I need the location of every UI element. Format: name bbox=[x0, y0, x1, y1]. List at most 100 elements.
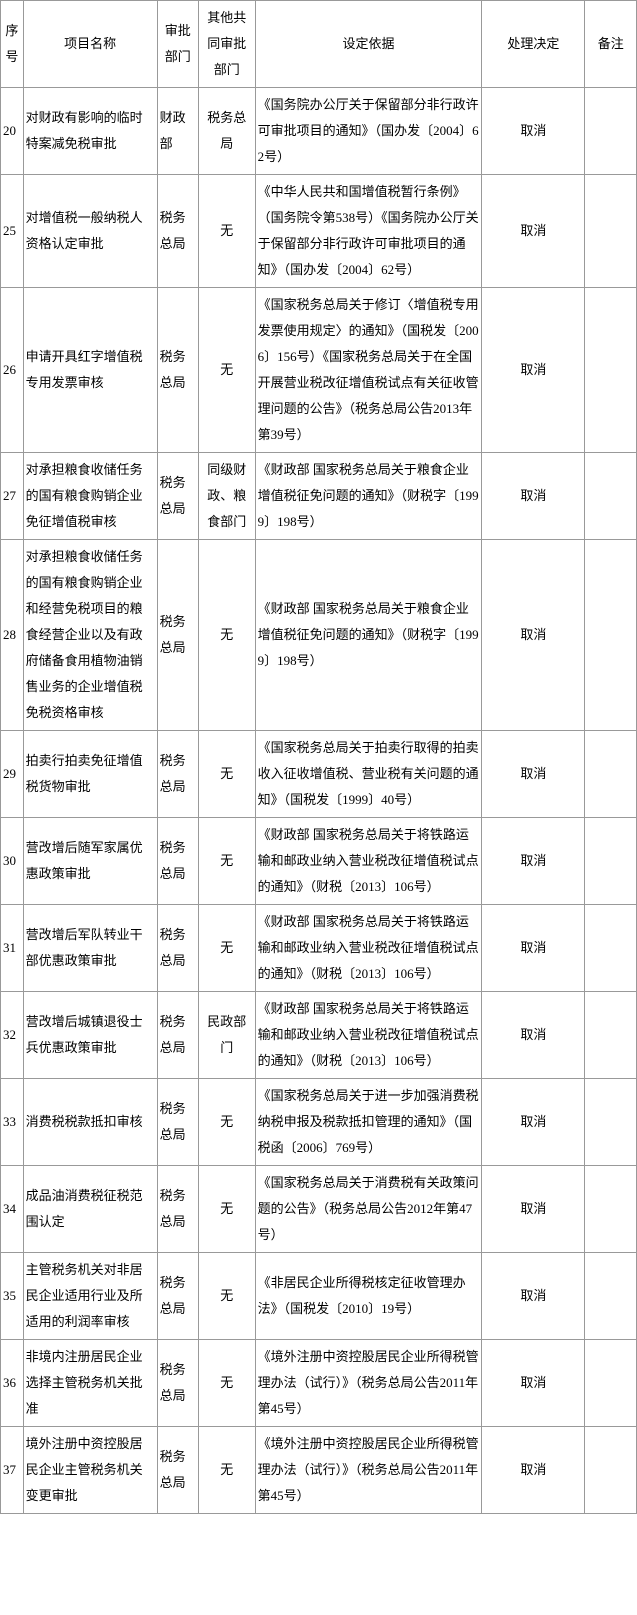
table-row: 28对承担粮食收储任务的国有粮食购销企业和经营免税项目的粮食经营企业以及有政府储… bbox=[1, 540, 637, 731]
cell-name: 营改增后城镇退役士兵优惠政策审批 bbox=[23, 992, 157, 1079]
cell-decision: 取消 bbox=[482, 992, 585, 1079]
cell-seq: 33 bbox=[1, 1079, 24, 1166]
approval-items-table: 序号 项目名称 审批部门 其他共同审批部门 设定依据 处理决定 备注 20对财政… bbox=[0, 0, 637, 1514]
table-row: 30营改增后随军家属优惠政策审批税务总局无《财政部 国家税务总局关于将铁路运输和… bbox=[1, 818, 637, 905]
cell-name: 对增值税一般纳税人资格认定审批 bbox=[23, 175, 157, 288]
cell-basis: 《境外注册中资控股居民企业所得税管理办法（试行）》（税务总局公告2011年第45… bbox=[255, 1340, 482, 1427]
cell-basis: 《国务院办公厅关于保留部分非行政许可审批项目的通知》（国办发〔2004〕62号） bbox=[255, 88, 482, 175]
cell-note bbox=[585, 818, 637, 905]
cell-dept: 税务总局 bbox=[157, 1340, 198, 1427]
cell-note bbox=[585, 905, 637, 992]
cell-name: 对财政有影响的临时特案减免税审批 bbox=[23, 88, 157, 175]
cell-decision: 取消 bbox=[482, 1253, 585, 1340]
cell-codept: 无 bbox=[198, 540, 255, 731]
cell-name: 营改增后随军家属优惠政策审批 bbox=[23, 818, 157, 905]
cell-dept: 税务总局 bbox=[157, 818, 198, 905]
cell-codept: 无 bbox=[198, 905, 255, 992]
cell-decision: 取消 bbox=[482, 731, 585, 818]
cell-seq: 31 bbox=[1, 905, 24, 992]
cell-decision: 取消 bbox=[482, 818, 585, 905]
cell-name: 申请开具红字增值税专用发票审核 bbox=[23, 288, 157, 453]
cell-decision: 取消 bbox=[482, 1427, 585, 1514]
cell-dept: 税务总局 bbox=[157, 992, 198, 1079]
header-note: 备注 bbox=[585, 1, 637, 88]
cell-seq: 34 bbox=[1, 1166, 24, 1253]
table-row: 26申请开具红字增值税专用发票审核税务总局无《国家税务总局关于修订〈增值税专用发… bbox=[1, 288, 637, 453]
cell-note bbox=[585, 88, 637, 175]
cell-name: 成品油消费税征税范围认定 bbox=[23, 1166, 157, 1253]
cell-decision: 取消 bbox=[482, 453, 585, 540]
cell-decision: 取消 bbox=[482, 1166, 585, 1253]
cell-basis: 《财政部 国家税务总局关于粮食企业增值税征免问题的通知》（财税字〔1999〕19… bbox=[255, 540, 482, 731]
cell-dept: 税务总局 bbox=[157, 540, 198, 731]
cell-note bbox=[585, 453, 637, 540]
cell-name: 消费税税款抵扣审核 bbox=[23, 1079, 157, 1166]
cell-codept: 无 bbox=[198, 1427, 255, 1514]
cell-note bbox=[585, 1427, 637, 1514]
cell-dept: 税务总局 bbox=[157, 1253, 198, 1340]
cell-codept: 无 bbox=[198, 1079, 255, 1166]
cell-note bbox=[585, 992, 637, 1079]
cell-note bbox=[585, 1253, 637, 1340]
cell-basis: 《中华人民共和国增值税暂行条例》（国务院令第538号）《国务院办公厅关于保留部分… bbox=[255, 175, 482, 288]
table-row: 36非境内注册居民企业选择主管税务机关批准税务总局无《境外注册中资控股居民企业所… bbox=[1, 1340, 637, 1427]
cell-name: 拍卖行拍卖免征增值税货物审批 bbox=[23, 731, 157, 818]
cell-codept: 无 bbox=[198, 1253, 255, 1340]
cell-decision: 取消 bbox=[482, 288, 585, 453]
cell-codept: 无 bbox=[198, 1340, 255, 1427]
table-row: 33消费税税款抵扣审核税务总局无《国家税务总局关于进一步加强消费税纳税申报及税款… bbox=[1, 1079, 637, 1166]
cell-decision: 取消 bbox=[482, 1079, 585, 1166]
cell-seq: 37 bbox=[1, 1427, 24, 1514]
cell-basis: 《非居民企业所得税核定征收管理办法》（国税发〔2010〕19号） bbox=[255, 1253, 482, 1340]
cell-basis: 《财政部 国家税务总局关于将铁路运输和邮政业纳入营业税改征增值税试点的通知》（财… bbox=[255, 818, 482, 905]
cell-decision: 取消 bbox=[482, 540, 585, 731]
cell-name: 非境内注册居民企业选择主管税务机关批准 bbox=[23, 1340, 157, 1427]
cell-dept: 税务总局 bbox=[157, 1427, 198, 1514]
table-row: 32营改增后城镇退役士兵优惠政策审批税务总局民政部门《财政部 国家税务总局关于将… bbox=[1, 992, 637, 1079]
cell-codept: 同级财政、粮食部门 bbox=[198, 453, 255, 540]
cell-seq: 28 bbox=[1, 540, 24, 731]
cell-name: 主管税务机关对非居民企业适用行业及所适用的利润率审核 bbox=[23, 1253, 157, 1340]
header-codept: 其他共同审批部门 bbox=[198, 1, 255, 88]
table-row: 27对承担粮食收储任务的国有粮食购销企业免征增值税审核税务总局同级财政、粮食部门… bbox=[1, 453, 637, 540]
cell-codept: 税务总局 bbox=[198, 88, 255, 175]
header-decision: 处理决定 bbox=[482, 1, 585, 88]
table-row: 29拍卖行拍卖免征增值税货物审批税务总局无《国家税务总局关于拍卖行取得的拍卖收入… bbox=[1, 731, 637, 818]
cell-seq: 29 bbox=[1, 731, 24, 818]
cell-seq: 35 bbox=[1, 1253, 24, 1340]
cell-note bbox=[585, 1079, 637, 1166]
cell-dept: 税务总局 bbox=[157, 731, 198, 818]
cell-note bbox=[585, 288, 637, 453]
cell-decision: 取消 bbox=[482, 175, 585, 288]
cell-name: 对承担粮食收储任务的国有粮食购销企业免征增值税审核 bbox=[23, 453, 157, 540]
cell-basis: 《国家税务总局关于进一步加强消费税纳税申报及税款抵扣管理的通知》（国税函〔200… bbox=[255, 1079, 482, 1166]
cell-name: 营改增后军队转业干部优惠政策审批 bbox=[23, 905, 157, 992]
cell-basis: 《国家税务总局关于消费税有关政策问题的公告》（税务总局公告2012年第47号） bbox=[255, 1166, 482, 1253]
cell-seq: 20 bbox=[1, 88, 24, 175]
cell-basis: 《国家税务总局关于拍卖行取得的拍卖收入征收增值税、营业税有关问题的通知》（国税发… bbox=[255, 731, 482, 818]
cell-decision: 取消 bbox=[482, 905, 585, 992]
table-row: 35主管税务机关对非居民企业适用行业及所适用的利润率审核税务总局无《非居民企业所… bbox=[1, 1253, 637, 1340]
cell-name: 对承担粮食收储任务的国有粮食购销企业和经营免税项目的粮食经营企业以及有政府储备食… bbox=[23, 540, 157, 731]
cell-dept: 税务总局 bbox=[157, 288, 198, 453]
cell-seq: 30 bbox=[1, 818, 24, 905]
table-row: 37境外注册中资控股居民企业主管税务机关变更审批税务总局无《境外注册中资控股居民… bbox=[1, 1427, 637, 1514]
cell-codept: 无 bbox=[198, 288, 255, 453]
cell-note bbox=[585, 731, 637, 818]
table-row: 20对财政有影响的临时特案减免税审批财政部税务总局《国务院办公厅关于保留部分非行… bbox=[1, 88, 637, 175]
cell-codept: 无 bbox=[198, 731, 255, 818]
cell-seq: 25 bbox=[1, 175, 24, 288]
cell-dept: 财政部 bbox=[157, 88, 198, 175]
cell-seq: 27 bbox=[1, 453, 24, 540]
cell-codept: 无 bbox=[198, 1166, 255, 1253]
cell-basis: 《财政部 国家税务总局关于将铁路运输和邮政业纳入营业税改征增值税试点的通知》（财… bbox=[255, 905, 482, 992]
cell-seq: 32 bbox=[1, 992, 24, 1079]
cell-codept: 无 bbox=[198, 818, 255, 905]
cell-dept: 税务总局 bbox=[157, 905, 198, 992]
cell-note bbox=[585, 540, 637, 731]
cell-basis: 《境外注册中资控股居民企业所得税管理办法（试行）》（税务总局公告2011年第45… bbox=[255, 1427, 482, 1514]
cell-seq: 36 bbox=[1, 1340, 24, 1427]
cell-name: 境外注册中资控股居民企业主管税务机关变更审批 bbox=[23, 1427, 157, 1514]
cell-dept: 税务总局 bbox=[157, 175, 198, 288]
cell-codept: 民政部门 bbox=[198, 992, 255, 1079]
